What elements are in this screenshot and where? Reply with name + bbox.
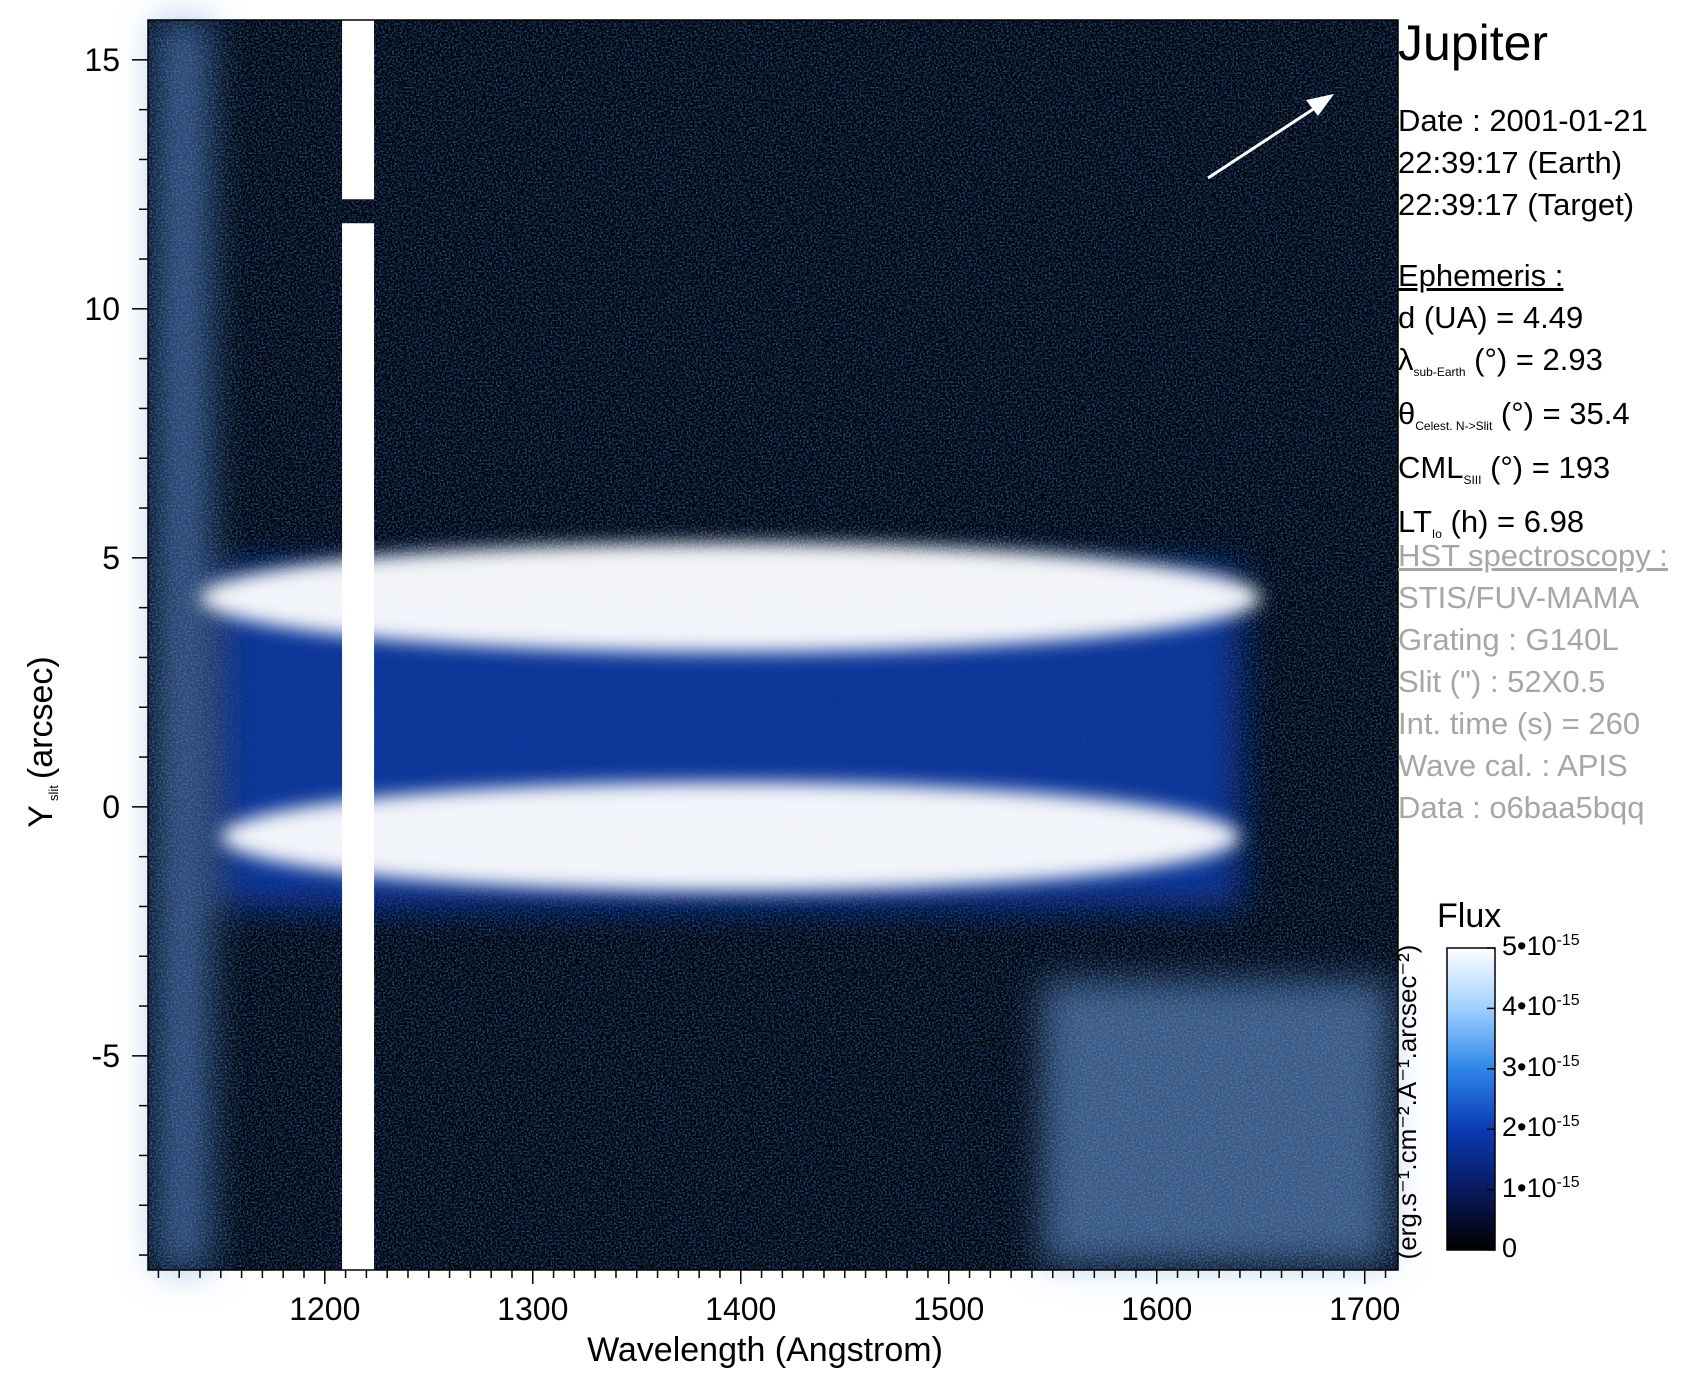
emission-band-2 <box>220 781 1240 892</box>
plot-frame <box>147 19 1399 1271</box>
x-tick-label: 1500 <box>913 1291 984 1327</box>
ephemeris-header: Ephemeris : <box>1398 258 1564 293</box>
direction-arrow <box>1207 94 1334 180</box>
colorbar-title: Flux <box>1437 897 1502 935</box>
svg-text:Yslit(arcsec): Yslit(arcsec) <box>22 656 61 827</box>
x-axis: 1200 1300 1400 1500 1600 1700 <box>157 1270 1400 1327</box>
grating-text: Grating : G140L <box>1398 622 1619 657</box>
date-text: Date : 2001-01-21 <box>1398 103 1648 138</box>
colorbar-tick-label: 0 <box>1502 1233 1518 1263</box>
chart-title: Jupiter <box>1398 15 1549 71</box>
colorbar-tick-label: 4•10-15 <box>1502 991 1580 1022</box>
instrument-text: STIS/FUV-MAMA <box>1398 580 1640 615</box>
sub-earth-latitude-text: λsub-Earth (°) = 2.93 <box>1398 342 1603 379</box>
colorbar-tick-label: 2•10-15 <box>1502 1112 1580 1143</box>
x-tick-label: 1600 <box>1121 1291 1192 1327</box>
x-tick-label: 1700 <box>1329 1291 1400 1327</box>
y-tick-label: 10 <box>84 291 120 327</box>
colorbar-tick-label: 3•10-15 <box>1502 1051 1580 1082</box>
lyman-alpha-lower <box>342 223 375 1270</box>
plot-area <box>147 19 1399 1271</box>
x-tick-label: 1300 <box>497 1291 568 1327</box>
time-target-text: 22:39:17 (Target) <box>1398 187 1635 222</box>
y-tick-label: 0 <box>102 789 120 825</box>
y-axis-label: Yslit(arcsec) <box>22 656 61 827</box>
ephemeris-block: Ephemeris : d (UA) = 4.49 λsub-Earth (°)… <box>1398 255 1630 555</box>
io-local-time-text: LTIo (h) = 6.98 <box>1398 504 1585 541</box>
data-id-text: Data : o6baa5bqq <box>1398 790 1645 825</box>
lyman-alpha-upper <box>342 20 375 200</box>
x-tick-label: 1200 <box>289 1291 360 1327</box>
emission-band-1 <box>199 542 1261 653</box>
colorbar-units: (erg.s⁻¹.cm⁻².A⁻¹.arcsec⁻²) <box>1392 944 1422 1260</box>
y-tick-label: 5 <box>102 540 120 576</box>
wave-cal-text: Wave cal. : APIS <box>1398 748 1628 783</box>
x-tick-label: 1400 <box>705 1291 776 1327</box>
colorbar-gradient <box>1446 947 1496 1251</box>
integration-time-text: Int. time (s) = 260 <box>1398 706 1641 741</box>
y-tick-label: -5 <box>92 1038 120 1074</box>
colorbar-tick-label: 1•10-15 <box>1502 1172 1580 1203</box>
distance-text: d (UA) = 4.49 <box>1398 300 1584 335</box>
y-tick-label: 15 <box>84 42 120 78</box>
observation-date-block: Date : 2001-01-21 22:39:17 (Earth) 22:39… <box>1398 100 1648 226</box>
colorbar-tick-label: 5•10-15 <box>1502 931 1580 961</box>
left-edge-noise <box>156 20 211 1270</box>
time-earth-text: 22:39:17 (Earth) <box>1398 145 1623 180</box>
lower-right-noise <box>1042 981 1390 1264</box>
slit-angle-text: θCelest. N->Slit (°) = 35.4 <box>1398 396 1630 433</box>
y-axis: 15 10 5 0 -5 <box>84 42 148 1256</box>
lyman-alpha-line <box>342 20 375 1270</box>
emission-bands <box>199 542 1261 892</box>
hst-header: HST spectroscopy : <box>1398 538 1668 573</box>
colorbar <box>1446 947 1496 1251</box>
hst-info-block: HST spectroscopy : STIS/FUV-MAMA Grating… <box>1398 535 1668 829</box>
x-axis-label: Wavelength (Angstrom) <box>587 1331 943 1369</box>
cml-text: CMLSIII (°) = 193 <box>1398 450 1611 487</box>
slit-text: Slit (") : 52X0.5 <box>1398 664 1606 699</box>
